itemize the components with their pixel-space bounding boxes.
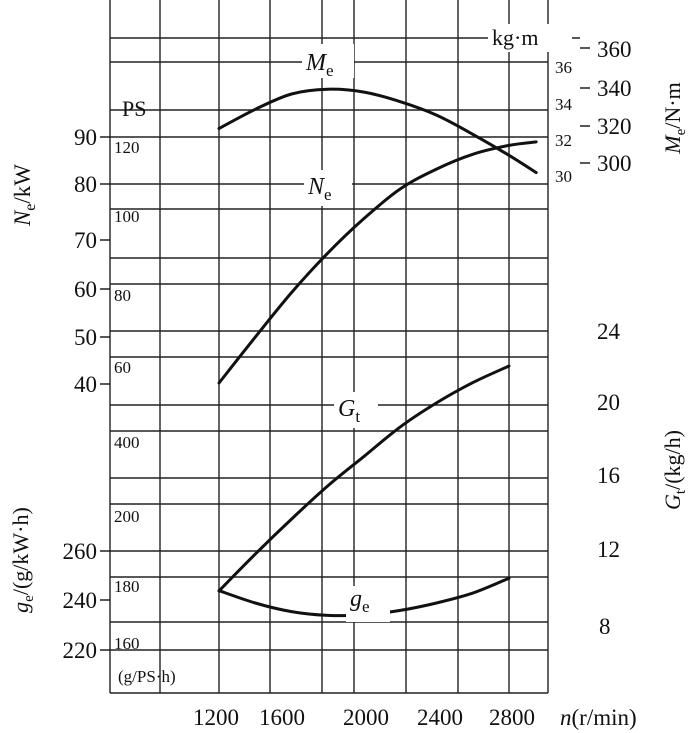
ne-ps-tick: 60 (114, 358, 131, 377)
ge-psh-tick: 200 (114, 507, 140, 526)
gt-tick: 8 (599, 614, 611, 639)
x-tick: 2000 (343, 705, 389, 730)
ge-subscript: e (21, 595, 37, 602)
gt-curve (217, 364, 511, 593)
gt-label-backdrop (334, 392, 378, 428)
ge-symbol: g (8, 602, 33, 613)
x-tick: 2400 (417, 705, 463, 730)
me-kgm-tick: 34 (555, 95, 573, 114)
ne-kw-axis-label: Ne/kW (10, 164, 39, 227)
ge-unit: /(g/kW·h) (8, 507, 33, 595)
kgm-unit-label: kg·m (492, 25, 538, 50)
gt-tick: 24 (597, 319, 621, 344)
me-nm-axis-label: Me/N·m (660, 82, 689, 154)
ne-kw-tick: 50 (74, 325, 97, 350)
ne-curve (217, 140, 538, 385)
me-curve (217, 87, 538, 175)
me-nm-tick: 320 (597, 114, 632, 139)
me-subscript: e (673, 128, 689, 135)
me-kgm-axis: 36 34 32 30 (555, 58, 573, 186)
ge-psh-tick: 400 (114, 433, 140, 452)
ne-symbol: N (10, 209, 35, 227)
ne-kw-tick: 70 (74, 228, 97, 253)
ne-curve-label: Ne (307, 174, 332, 204)
ne-subscript: e (22, 204, 39, 211)
me-kgm-tick: 30 (555, 167, 572, 186)
grid (109, 0, 580, 694)
ge-kwh-axis-label: ge/(g/kW·h) (8, 507, 37, 613)
ge-psh-unit-label: (g/PS·h) (118, 667, 176, 686)
me-nm-tick: 340 (597, 76, 632, 101)
x-tick: 2800 (489, 705, 535, 730)
gt-axis: 24 20 16 12 8 (597, 319, 621, 639)
ne-ps-axis: 120 100 80 60 (114, 138, 140, 377)
x-axis-symbol: n (560, 705, 572, 730)
gt-subscript: t (673, 489, 689, 494)
ne-ps-tick: 80 (114, 286, 131, 305)
ge-curve-label: ge (350, 586, 370, 616)
ge-kwh-tick: 220 (63, 638, 98, 663)
me-nm-tick: 360 (597, 37, 632, 62)
ne-kw-tick: 90 (74, 125, 97, 150)
ge-psh-tick: 160 (114, 634, 140, 653)
me-unit: /N·m (660, 82, 685, 128)
ge-label-backdrop (346, 586, 390, 622)
ge-kwh-axis: 260 240 220 (63, 539, 98, 663)
ge-psh-tick: 180 (114, 577, 140, 596)
gt-tick: 12 (597, 537, 620, 562)
ne-unit: /kW (10, 164, 35, 204)
kgm-label-backdrop (488, 24, 572, 52)
me-kgm-tick: 36 (555, 58, 572, 77)
gt-symbol: G (660, 494, 685, 510)
ge-kwh-tick: 260 (63, 539, 98, 564)
ne-ps-tick: 100 (114, 207, 140, 226)
gt-tick: 20 (597, 390, 620, 415)
x-axis: 1200 1600 2000 2400 2800 (193, 705, 535, 730)
ne-kw-tick: 80 (74, 172, 97, 197)
me-nm-axis: 360 340 320 300 (580, 37, 632, 176)
gt-axis-label: Gt/(kg/h) (660, 430, 689, 510)
x-axis-label: n(r/min) (560, 705, 637, 730)
ps-unit-label: PS (122, 96, 146, 121)
gt-tick: 16 (597, 463, 620, 488)
ne-kw-tick: 60 (74, 277, 97, 302)
me-kgm-tick: 32 (555, 131, 572, 150)
ge-psh-axis: 400 200 180 160 (114, 433, 140, 653)
ne-ps-tick: 120 (114, 138, 140, 157)
ge-kwh-tick: 240 (63, 588, 98, 613)
x-axis-unit: (r/min) (572, 705, 637, 730)
ne-kw-axis: 90 80 70 60 50 40 (74, 125, 97, 397)
me-curve-label: Me (305, 50, 334, 80)
me-symbol: M (660, 134, 685, 155)
x-tick: 1200 (193, 705, 239, 730)
left-tick-marks (100, 136, 110, 651)
ne-kw-tick: 40 (74, 372, 97, 397)
gt-unit: /(kg/h) (660, 430, 685, 490)
me-nm-tick: 300 (597, 151, 632, 176)
x-tick: 1600 (259, 705, 305, 730)
me-label-backdrop (302, 44, 354, 78)
ne-label-backdrop (304, 170, 352, 206)
gt-curve-label: Gt (338, 396, 360, 426)
